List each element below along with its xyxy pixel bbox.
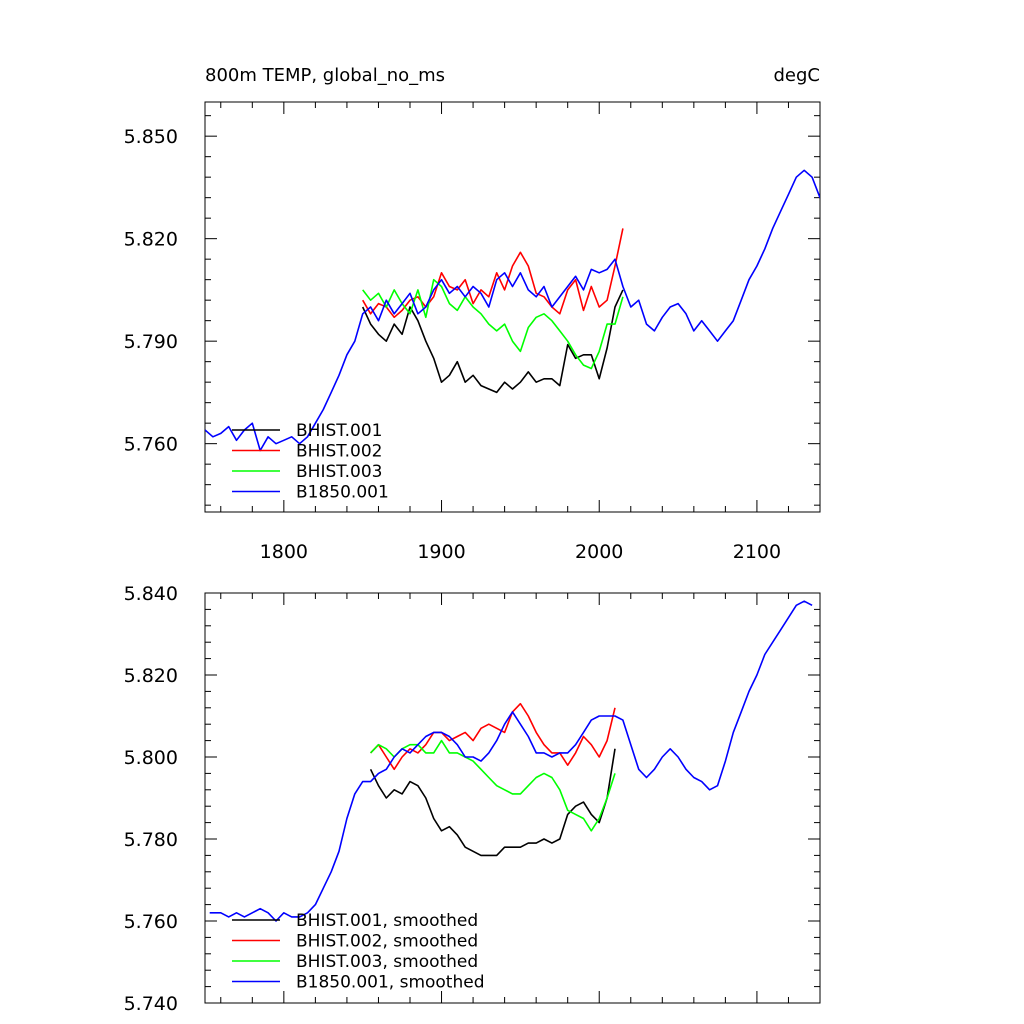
y-tick-label: 5.780	[124, 829, 178, 851]
legend-label: BHIST.002, smoothed	[296, 932, 478, 952]
x-tick-label: 2000	[575, 541, 623, 563]
plot-frame-bottom	[204, 592, 821, 1004]
legend-label: B1850.001	[296, 483, 389, 503]
chart-title: 800m TEMP, global_no_ms	[205, 65, 445, 86]
y-tick-label: 5.820	[124, 665, 178, 687]
y-tick-label: 5.840	[124, 583, 178, 605]
top-plot: 800m TEMP, global_no_ms degC 1800 1900 200…	[124, 65, 821, 563]
series-line-bhist-002-smoothed	[370, 702, 616, 771]
legend-label: B1850.001, smoothed	[296, 973, 485, 993]
plot-frame-top	[204, 101, 821, 513]
y-tick-label: 5.790	[124, 331, 178, 353]
series-line-bhist-003-smoothed	[370, 739, 616, 832]
series-layer-bottom	[209, 600, 813, 922]
x-tick-label: 2100	[733, 541, 781, 563]
legend-label: BHIST.001	[296, 421, 382, 441]
y-tick-label: 5.820	[124, 229, 178, 251]
y-tick-label: 5.740	[124, 993, 178, 1015]
y-tick-label: 5.850	[124, 126, 178, 148]
series-line-b1850-001	[205, 169, 820, 452]
series-line-b1850-001-smoothed	[209, 600, 813, 922]
series-layer-top	[205, 169, 820, 452]
ticks-top: 1800 1900 2000 2100 5.760 5.790 5.820 5.850	[124, 102, 821, 563]
legend-label: BHIST.001, smoothed	[296, 911, 478, 931]
legend-label: BHIST.002	[296, 442, 382, 462]
x-tick-label: 1800	[260, 541, 308, 563]
ticks-bottom: 5.740 5.760 5.780 5.800 5.820 5.840	[124, 583, 821, 1015]
y-tick-label: 5.760	[124, 911, 178, 933]
legend-label: BHIST.003, smoothed	[296, 952, 478, 972]
bottom-plot: 5.740 5.760 5.780 5.800 5.820 5.840 BHIST.001…	[124, 583, 821, 1015]
series-line-bhist-002	[362, 228, 624, 319]
series-line-bhist-001	[361, 289, 624, 394]
x-tick-label: 1900	[417, 541, 465, 563]
series-line-bhist-003	[362, 278, 624, 370]
units-label: degC	[774, 65, 821, 86]
y-tick-label: 5.760	[124, 434, 178, 456]
y-tick-label: 5.800	[124, 747, 178, 769]
legend-label: BHIST.003	[296, 462, 382, 482]
series-line-bhist-001-smoothed	[369, 748, 616, 857]
